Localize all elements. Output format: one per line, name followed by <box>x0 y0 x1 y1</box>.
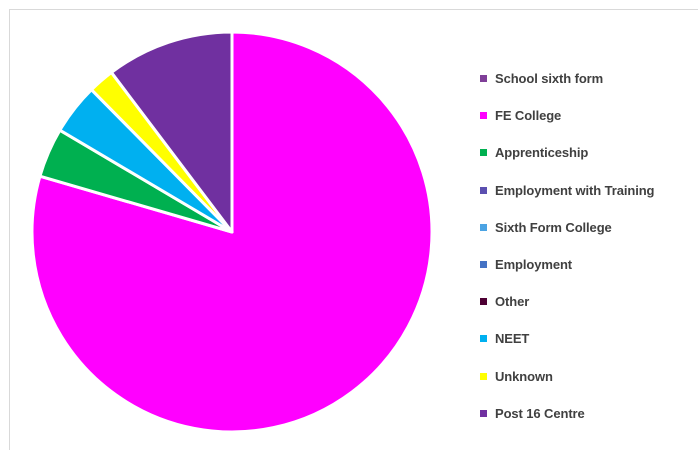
legend-label: NEET <box>495 331 530 347</box>
legend-label: Apprenticeship <box>495 145 589 161</box>
legend-item: Apprenticeship <box>480 134 654 171</box>
legend-swatch <box>480 149 487 157</box>
pie-slices <box>30 30 434 434</box>
legend-item: Other <box>480 283 654 320</box>
legend-item: Employment <box>480 246 654 283</box>
legend-swatch <box>480 372 487 380</box>
legend-label: Post 16 Centre <box>495 405 585 421</box>
legend-swatch <box>480 298 487 306</box>
legend-item: School sixth form <box>480 60 654 97</box>
legend-swatch <box>480 261 487 269</box>
legend-item: Unknown <box>480 358 654 395</box>
legend-swatch <box>480 75 487 83</box>
legend-swatch <box>480 186 487 194</box>
legend-label: Other <box>495 294 530 310</box>
legend-item: FE College <box>480 97 654 134</box>
legend-item: Sixth Form College <box>480 209 654 246</box>
legend-label: Employment with Training <box>495 182 655 198</box>
legend-label: Sixth Form College <box>495 219 612 235</box>
pie-slice-fe-college <box>30 30 434 434</box>
legend-item: Post 16 Centre <box>480 395 654 432</box>
legend-label: Employment <box>495 257 573 273</box>
legend-swatch <box>480 112 487 120</box>
chart-legend: School sixth form FE College Apprenticeshi… <box>480 60 654 432</box>
legend-label: School sixth form <box>495 71 604 87</box>
legend-swatch <box>480 335 487 343</box>
legend-swatch <box>480 223 487 231</box>
legend-label: FE College <box>495 108 562 124</box>
legend-item: NEET <box>480 320 654 357</box>
legend-item: Employment with Training <box>480 172 654 209</box>
legend-label: Unknown <box>495 368 553 384</box>
pie-slice-post-16-centre <box>109 30 234 234</box>
legend-swatch <box>480 409 487 417</box>
